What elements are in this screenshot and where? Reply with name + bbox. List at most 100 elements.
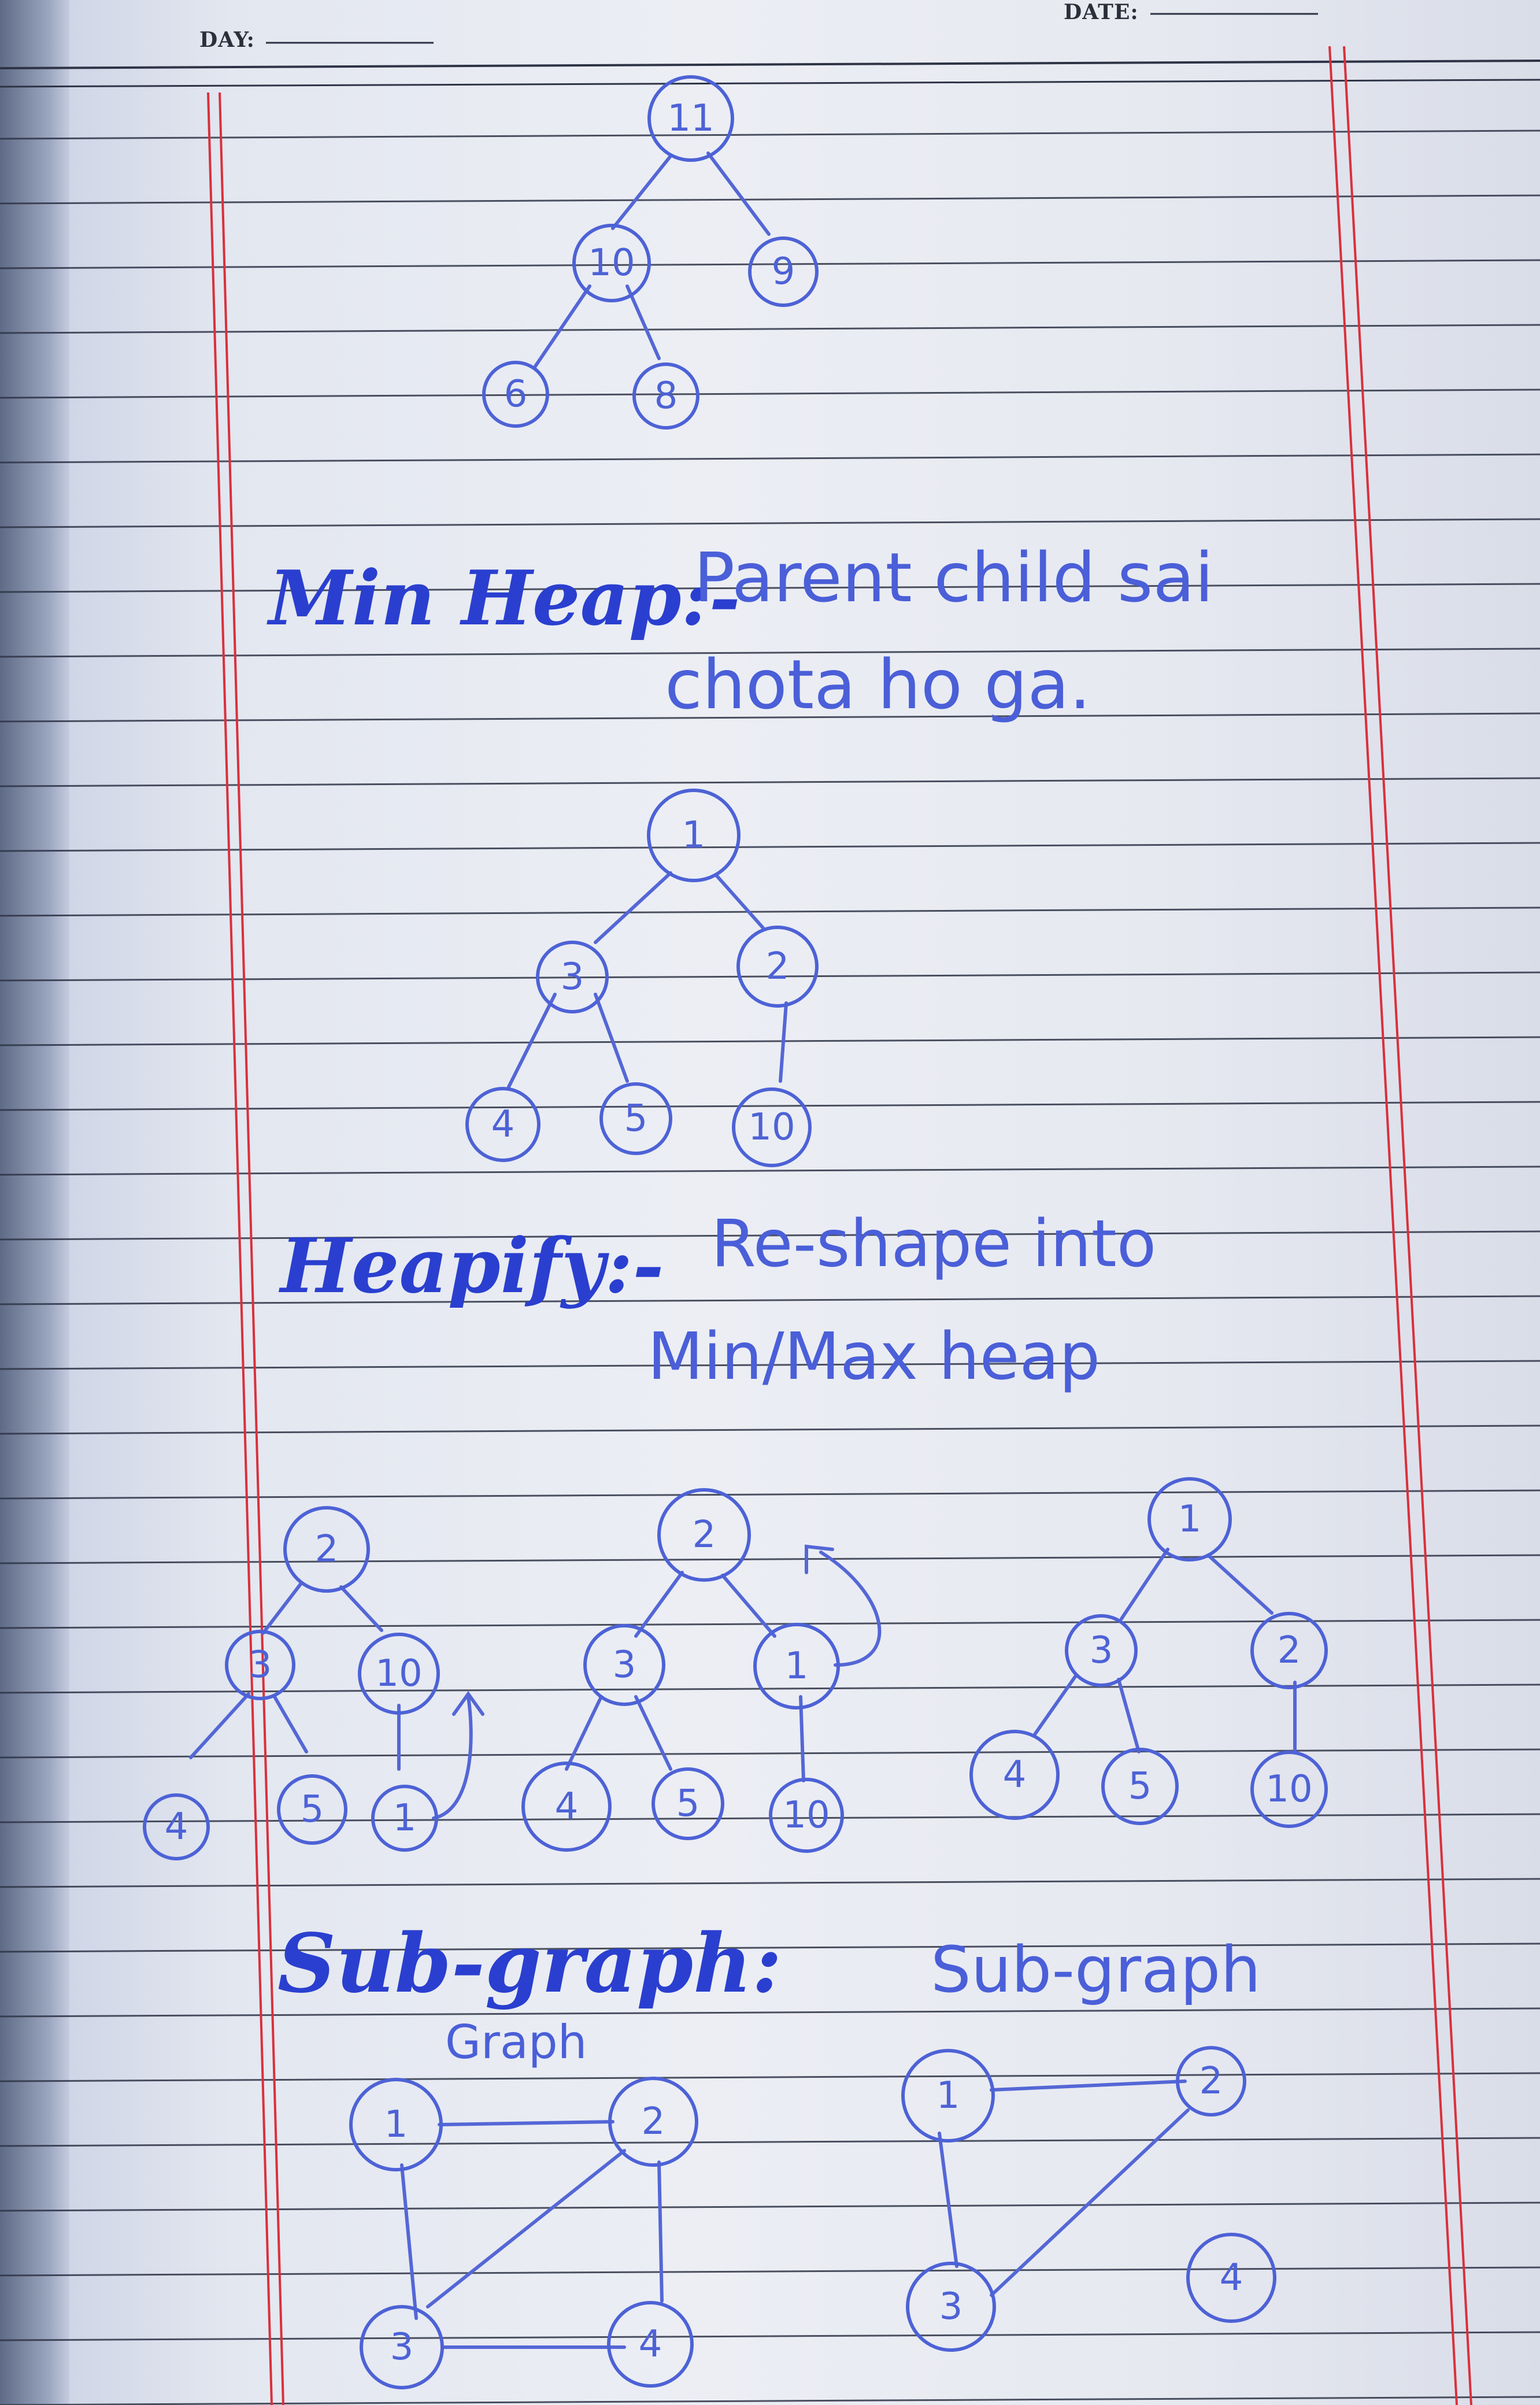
node-label: 10 [748, 1106, 795, 1149]
node-label: 3 [390, 2326, 414, 2369]
node-label: 3 [613, 1644, 636, 1686]
node-label: 3 [249, 1644, 272, 1686]
tree-edge [189, 1692, 250, 1759]
subgraph-diagram: 1 2 3 4 [901, 2046, 1276, 2352]
tree-node: 3 [583, 1624, 665, 1706]
notebook-spine-shadow [0, 0, 69, 2405]
ruled-line [0, 712, 1540, 723]
tree-edge [1033, 1675, 1077, 1736]
ruled-line [0, 971, 1540, 982]
tree-edge [706, 151, 771, 236]
tree-edge [1206, 1553, 1274, 1615]
ruled-line [0, 1684, 1540, 1694]
tree-node: 3 [225, 1630, 295, 1700]
date-label: DATE: [1064, 0, 1139, 24]
node-label: 3 [1090, 1629, 1113, 1672]
tree-node: 5 [277, 1774, 347, 1845]
tree-edge [273, 1695, 308, 1753]
ruled-line [0, 194, 1540, 205]
heapify-swap-arrowhead [805, 1544, 834, 1574]
tree-node: 1 [647, 789, 741, 882]
min-heap-definition-line1: Parent child sai [694, 538, 1213, 617]
node-label: 5 [301, 1788, 324, 1831]
ruled-line [0, 1424, 1540, 1435]
tree-node: 3 [536, 941, 609, 1013]
tree-edge [721, 1574, 776, 1638]
node-label: 4 [1003, 1753, 1027, 1796]
tree-node: 4 [143, 1793, 210, 1860]
tree-edge [1120, 1548, 1169, 1620]
node-label: 2 [642, 2100, 665, 2143]
graph-edge [400, 2163, 418, 2320]
subgraph-edge [938, 2132, 958, 2268]
node-label: 1 [393, 1797, 417, 1840]
tree-edge [799, 1695, 805, 1782]
ruled-line [0, 906, 1540, 917]
node-label: 4 [555, 1785, 579, 1828]
graph-edge [438, 2120, 614, 2126]
graph-edge [426, 2149, 626, 2308]
subgraph-heading: Sub-graph: [277, 1916, 782, 2011]
ruled-line [0, 2331, 1540, 2341]
tree-node: 10 [732, 1087, 812, 1167]
tree-edge [625, 284, 661, 360]
left-margin-line-2 [219, 92, 284, 2405]
ruled-line [0, 1748, 1540, 1759]
tree-edge [634, 1695, 672, 1771]
ruled-line [0, 2007, 1540, 2018]
node-label: 1 [785, 1645, 809, 1688]
heapify-swap-arrowhead [452, 1690, 484, 1716]
heapify-swap-arrow [432, 1695, 473, 1820]
node-label: 1 [936, 2074, 960, 2117]
node-label: 3 [561, 956, 584, 998]
tree-edge [1117, 1678, 1141, 1753]
tree-node: 8 [632, 362, 699, 430]
tree-node: 5 [599, 1082, 672, 1155]
tree-edge [634, 1571, 684, 1638]
node-label: 10 [783, 1794, 830, 1837]
heapify-swap-arrow [819, 1551, 882, 1667]
ruled-line [0, 130, 1540, 140]
ruled-line [0, 388, 1540, 399]
graph-node: 1 [349, 2078, 443, 2171]
tree-node: 2 [283, 1506, 370, 1593]
graph-label: Graph [445, 2015, 587, 2069]
tree-node: 2 [657, 1488, 751, 1582]
graph-node: 4 [607, 2301, 694, 2388]
tree-node: 4 [465, 1087, 541, 1162]
heapify-definition-line2: Min/Max heap [647, 1319, 1100, 1394]
subgraph-node: 3 [906, 2262, 996, 2352]
tree-node: 3 [1065, 1614, 1138, 1687]
node-label: 5 [1128, 1765, 1152, 1808]
node-label: 2 [315, 1528, 339, 1571]
ruled-line [0, 1166, 1540, 1176]
tree-node: 2 [736, 926, 819, 1008]
ruled-line [0, 842, 1540, 852]
heapify-heading: Heapify:- [278, 1222, 664, 1310]
node-label: 5 [676, 1782, 700, 1825]
ruled-line [0, 2202, 1540, 2212]
node-label: 8 [654, 375, 678, 417]
tree-node: 11 [647, 75, 734, 162]
tree-node: 5 [651, 1767, 724, 1840]
left-margin-line [207, 92, 273, 2405]
min-heap-tree: 1 3 2 4 5 10 [465, 789, 819, 1167]
tree-node: 10 [1250, 1751, 1328, 1828]
ruled-line [0, 1554, 1540, 1564]
node-label: 2 [766, 945, 790, 988]
node-label: 6 [504, 373, 528, 416]
tree-node: 10 [572, 224, 651, 302]
ruled-line [0, 2266, 1540, 2277]
tree-node: 1 [371, 1785, 438, 1852]
node-label: 4 [639, 2323, 662, 2366]
ruled-line [0, 2137, 1540, 2147]
node-label: 3 [939, 2285, 963, 2328]
node-label: 9 [772, 250, 795, 293]
node-label: 5 [624, 1097, 648, 1140]
tree-node: 1 [753, 1623, 840, 1710]
subgraph-node: 4 [1186, 2233, 1276, 2323]
ruled-line [0, 453, 1540, 464]
subgraph-edge [990, 2080, 1187, 2092]
